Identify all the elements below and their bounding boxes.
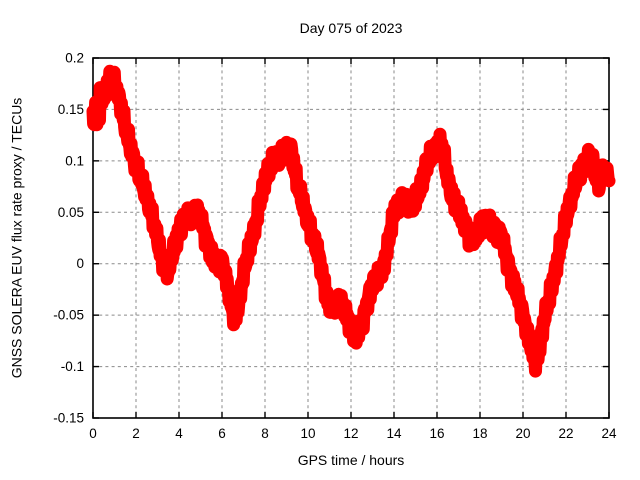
x-tick-label: 22	[558, 426, 573, 441]
x-tick-label: 18	[472, 426, 487, 441]
x-tick-label: 8	[261, 426, 269, 441]
x-tick-label: 2	[132, 426, 140, 441]
x-tick-label: 20	[515, 426, 530, 441]
y-tick-label: 0	[76, 256, 84, 271]
y-tick-label: -0.05	[53, 308, 84, 323]
y-tick-label: -0.1	[61, 359, 84, 374]
x-tick-label: 6	[218, 426, 226, 441]
x-tick-label: 12	[343, 426, 358, 441]
x-tick-label: 14	[386, 426, 402, 441]
x-tick-label: 24	[601, 426, 617, 441]
x-tick-label: 16	[429, 426, 444, 441]
chart-title: Day 075 of 2023	[299, 20, 403, 36]
x-tick-label: 0	[89, 426, 97, 441]
y-tick-label: -0.15	[53, 411, 84, 426]
y-tick-label: 0.1	[65, 153, 84, 168]
y-tick-label: 0.2	[65, 51, 84, 66]
x-axis-label: GPS time / hours	[297, 452, 405, 468]
x-tick-label: 10	[300, 426, 315, 441]
data-series-line	[86, 64, 616, 378]
x-tick-label: 4	[175, 426, 183, 441]
y-tick-label: 0.15	[58, 102, 84, 117]
y-tick-label: 0.05	[58, 205, 84, 220]
y-axis-label: GNSS SOLERA EUV flux rate proxy / TECUs	[8, 97, 25, 379]
